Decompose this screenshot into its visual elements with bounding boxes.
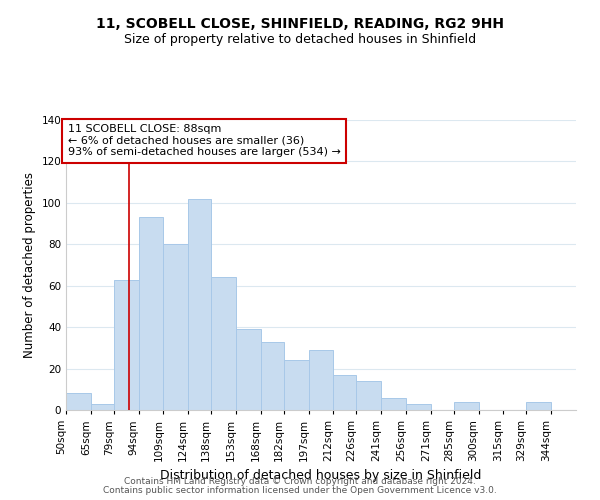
Text: 11 SCOBELL CLOSE: 88sqm
← 6% of detached houses are smaller (36)
93% of semi-det: 11 SCOBELL CLOSE: 88sqm ← 6% of detached… bbox=[68, 124, 341, 158]
Bar bbox=[356, 381, 381, 410]
Text: 11, SCOBELL CLOSE, SHINFIELD, READING, RG2 9HH: 11, SCOBELL CLOSE, SHINFIELD, READING, R… bbox=[96, 18, 504, 32]
Bar bbox=[114, 280, 139, 410]
Bar bbox=[381, 398, 406, 410]
Bar bbox=[454, 402, 479, 410]
Text: Contains HM Land Registry data © Crown copyright and database right 2024.: Contains HM Land Registry data © Crown c… bbox=[124, 477, 476, 486]
Bar bbox=[211, 278, 236, 410]
Bar bbox=[188, 198, 211, 410]
Bar bbox=[261, 342, 284, 410]
Bar bbox=[308, 350, 334, 410]
Bar bbox=[284, 360, 308, 410]
Bar bbox=[163, 244, 188, 410]
Bar bbox=[334, 375, 356, 410]
Bar bbox=[66, 394, 91, 410]
Bar bbox=[526, 402, 551, 410]
Bar bbox=[91, 404, 114, 410]
Text: Contains public sector information licensed under the Open Government Licence v3: Contains public sector information licen… bbox=[103, 486, 497, 495]
Bar bbox=[236, 329, 261, 410]
Y-axis label: Number of detached properties: Number of detached properties bbox=[23, 172, 36, 358]
X-axis label: Distribution of detached houses by size in Shinfield: Distribution of detached houses by size … bbox=[160, 470, 482, 482]
Text: Size of property relative to detached houses in Shinfield: Size of property relative to detached ho… bbox=[124, 32, 476, 46]
Bar bbox=[406, 404, 431, 410]
Bar bbox=[139, 218, 163, 410]
